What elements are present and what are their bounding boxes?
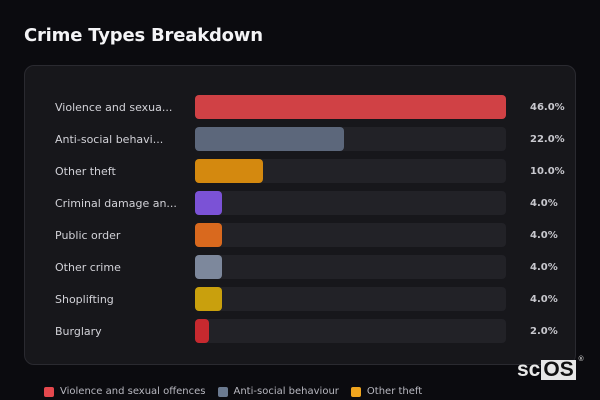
chart-legend: Violence and sexual offences Anti-social … <box>44 386 422 397</box>
legend-swatch-icon <box>217 386 228 397</box>
legend-item[interactable]: Violence and sexual offences <box>44 386 206 397</box>
legend-item[interactable]: Other theft <box>350 386 423 397</box>
bar-row[interactable]: Violence and sexua... 46.0% <box>25 95 575 119</box>
bar-fill[interactable] <box>195 223 223 247</box>
bar-track <box>195 159 506 183</box>
bar-label: Other theft <box>55 164 116 178</box>
bar-label: Public order <box>55 228 121 242</box>
bar-row[interactable]: Criminal damage an... 4.0% <box>25 191 575 215</box>
bar-track <box>195 223 506 247</box>
bar-track <box>195 127 506 151</box>
bar-label: Burglary <box>55 324 102 338</box>
bar-row[interactable]: Anti-social behavi... 22.0% <box>25 127 575 151</box>
legend-item[interactable]: Anti-social behaviour <box>217 386 339 397</box>
bar-value: 4.0% <box>530 261 558 273</box>
bar-track <box>195 191 506 215</box>
bar-label: Violence and sexua... <box>55 100 173 114</box>
bar-fill[interactable] <box>195 127 344 151</box>
bar-track <box>195 95 506 119</box>
scos-logo: sc OS ® <box>517 356 584 382</box>
bar-track <box>195 255 506 279</box>
legend-label: Violence and sexual offences <box>60 386 206 397</box>
bar-row[interactable]: Burglary 2.0% <box>25 319 575 343</box>
bar-value: 2.0% <box>530 325 558 337</box>
legend-label: Other theft <box>366 386 423 397</box>
bar-label: Other crime <box>55 260 121 274</box>
bar-fill[interactable] <box>195 191 223 215</box>
logo-os: OS <box>541 358 576 381</box>
bar-row[interactable]: Other crime 4.0% <box>25 255 575 279</box>
bar-row[interactable]: Other theft 10.0% <box>25 159 575 183</box>
bar-fill[interactable] <box>195 287 223 311</box>
registered-mark: ® <box>578 356 584 363</box>
bar-label: Anti-social behavi... <box>55 132 164 146</box>
bar-fill[interactable] <box>195 255 223 279</box>
bar-fill[interactable] <box>195 159 263 183</box>
bar-value: 4.0% <box>530 293 558 305</box>
bar-value: 22.0% <box>530 133 565 145</box>
chart-card: Violence and sexua... 46.0% Anti-social be… <box>24 65 576 365</box>
bar-value: 4.0% <box>530 229 558 241</box>
bar-row[interactable]: Public order 4.0% <box>25 223 575 247</box>
legend-swatch-icon <box>44 386 54 397</box>
bar-value: 4.0% <box>530 197 558 209</box>
bar-fill[interactable] <box>195 319 209 343</box>
legend-swatch-icon <box>350 386 361 397</box>
bar-value: 46.0% <box>530 101 565 113</box>
legend-label: Anti-social behaviour <box>233 386 339 397</box>
chart-title: Crime Types Breakdown <box>24 25 263 46</box>
bar-track <box>195 287 506 311</box>
bar-label: Criminal damage an... <box>55 196 177 210</box>
bar-track <box>195 319 506 343</box>
bar-fill[interactable] <box>195 95 506 119</box>
logo-sc: sc <box>517 358 541 381</box>
bar-label: Shoplifting <box>55 292 114 306</box>
bar-row[interactable]: Shoplifting 4.0% <box>25 287 575 311</box>
bar-value: 10.0% <box>530 165 565 177</box>
